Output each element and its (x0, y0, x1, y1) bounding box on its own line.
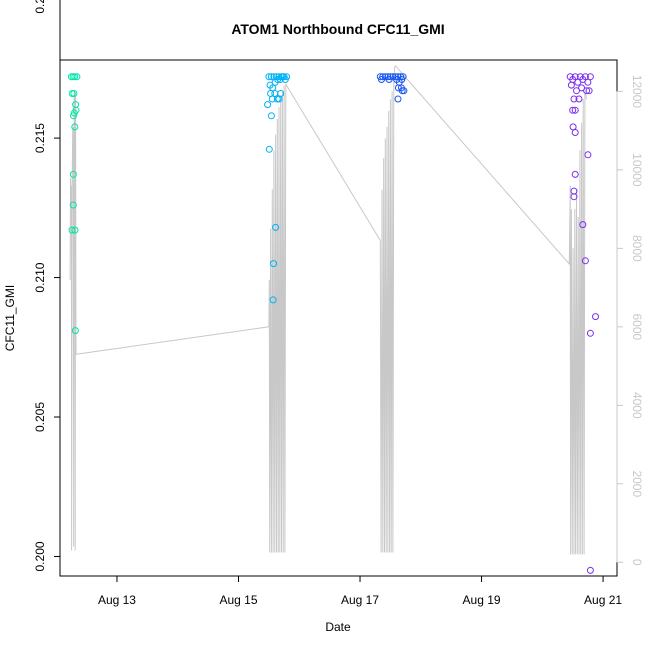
data-point (571, 106, 579, 114)
data-point (585, 87, 593, 95)
x-axis: Aug 13 Aug 15 Aug 17 Aug 19 Aug 21 (98, 575, 622, 607)
data-point (385, 76, 393, 83)
y2-tick-label: 6000 (630, 313, 644, 340)
y-axis: 0.200 0.205 0.210 0.215 0.220 (33, 0, 61, 571)
data-point (277, 90, 285, 97)
data-point (68, 226, 76, 234)
x-axis-label: Date (325, 620, 351, 634)
y2-tick-label: 4000 (630, 392, 644, 419)
data-point (71, 226, 79, 234)
data-point (264, 101, 272, 109)
data-point (268, 95, 276, 103)
data-point (71, 73, 79, 81)
x-tick-label: Aug 19 (463, 593, 501, 607)
y-tick-label: 0.210 (33, 262, 47, 292)
data-point (69, 170, 77, 178)
data-point (567, 81, 575, 89)
data-point (575, 95, 583, 103)
data-point (586, 566, 594, 574)
data-point (269, 296, 277, 304)
data-point (584, 151, 592, 159)
data-point (70, 90, 78, 97)
data-point (581, 73, 589, 81)
data-point (571, 129, 579, 136)
data-point (581, 257, 589, 265)
data-point (265, 145, 273, 153)
data-point (267, 112, 275, 120)
background-series-line (69, 64, 588, 555)
y2-tick-label: 12000 (630, 75, 644, 109)
data-point (69, 201, 77, 209)
data-point (569, 106, 577, 114)
x-tick-label: Aug 21 (584, 593, 622, 607)
chart-title: ATOM1 Northbound CFC11_GMI (231, 21, 444, 37)
data-point (586, 73, 594, 81)
scatter-points (67, 73, 599, 574)
data-point (73, 73, 81, 81)
data-point (586, 329, 594, 337)
data-point (583, 87, 591, 95)
y2-tick-label: 2000 (630, 470, 644, 497)
y2-tick-label: 8000 (630, 235, 644, 262)
data-point (400, 87, 408, 95)
data-point (571, 73, 579, 81)
x-tick-label: Aug 15 (219, 593, 257, 607)
data-point (378, 76, 385, 83)
data-point (71, 123, 79, 131)
y-axis-label: CFC11_GMI (3, 285, 17, 351)
y-tick-label: 0.215 (33, 123, 47, 153)
y2-axis: 0 2000 4000 6000 8000 10000 12000 (616, 75, 644, 566)
data-point (70, 109, 78, 117)
y-tick-label: 0.200 (33, 541, 47, 571)
data-point (570, 95, 578, 103)
data-point (394, 95, 402, 103)
x-tick-label: Aug 13 (98, 593, 136, 607)
data-point (584, 78, 592, 86)
data-point (592, 313, 599, 321)
data-point (70, 112, 77, 120)
data-point (570, 193, 578, 201)
data-point (579, 221, 587, 229)
data-point (571, 170, 579, 178)
y2-tick-label: 10000 (630, 153, 644, 187)
y-tick-label: 0.205 (33, 402, 47, 432)
data-point (270, 260, 277, 268)
data-point (272, 223, 280, 231)
data-point (265, 73, 273, 81)
y-tick-label: 0.220 (33, 0, 47, 14)
data-point (267, 73, 275, 81)
x-tick-label: Aug 17 (341, 593, 379, 607)
data-point (283, 73, 291, 81)
plot-frame (59, 59, 618, 577)
y2-tick-label: 0 (630, 559, 644, 566)
data-point (71, 327, 79, 335)
background-series (69, 64, 588, 555)
